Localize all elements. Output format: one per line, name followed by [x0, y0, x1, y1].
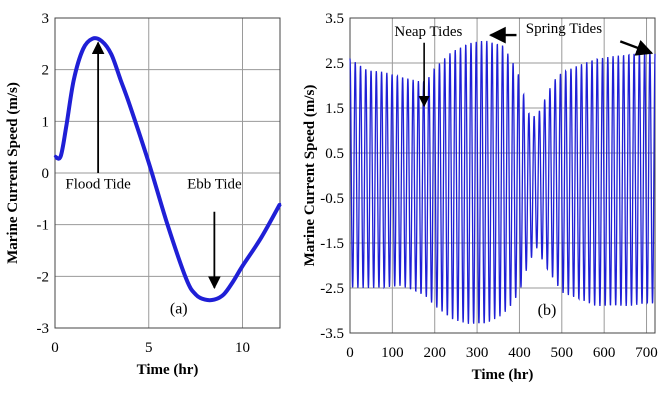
y-tick-label: 2	[42, 63, 50, 79]
x-tick-label: 0	[346, 345, 354, 361]
x-tick-label: 0	[51, 340, 59, 356]
data-point	[222, 293, 225, 296]
data-point	[91, 37, 94, 40]
x-tick-label: 600	[593, 345, 616, 361]
data-point	[72, 78, 75, 82]
y-tick-label: 2.5	[325, 56, 344, 72]
current-speed-line	[54, 36, 282, 303]
flood-tide-annotation: Flood Tide	[65, 177, 131, 193]
chart-panel-a: -3 -2 -1 0 1 2 3 0 5 10 Time (hr) Marine Current Sp…	[5, 11, 282, 378]
plot-area-frame	[54, 17, 281, 329]
spring-tides-annotation: Spring Tides	[526, 21, 602, 37]
y-axis-label: Marine Current Speed (m/s)	[302, 85, 318, 267]
y-tick-label: 3.5	[325, 11, 344, 27]
y-tick-label: -2	[37, 269, 50, 285]
x-axis-label: Time (hr)	[137, 362, 199, 378]
y-tick-label: 3	[42, 11, 50, 27]
data-point	[194, 293, 197, 296]
data-point	[241, 264, 244, 268]
data-point	[213, 298, 216, 301]
x-tick-label: 200	[423, 345, 446, 361]
y-tick-label: 1.5	[325, 101, 344, 117]
x-axis-label: Time (hr)	[472, 367, 534, 383]
panel-label-a: (a)	[170, 301, 188, 318]
data-point	[231, 280, 235, 283]
x-tick-label: 500	[551, 345, 574, 361]
data-point	[119, 78, 122, 82]
ebb-tide-annotation: Ebb Tide	[187, 177, 242, 193]
y-tick-label: -3.5	[320, 326, 344, 342]
x-tick-label: 700	[635, 345, 658, 361]
panel-label-b: (b)	[538, 302, 557, 319]
current-speed-line	[349, 40, 656, 324]
spring-tides-arrow-right	[619, 39, 654, 56]
data-point	[65, 125, 68, 128]
y-tick-label: -2.5	[320, 281, 344, 297]
y-tick-label: 1	[42, 114, 50, 130]
data-point	[147, 161, 150, 164]
y-axis-label: Marine Current Speed (m/s)	[5, 82, 21, 264]
chart-panel-b: -3.5 -2.5 -1.5 -0.5 0.5 1.5 2.5 3.5 0 100 200 300 40…	[302, 11, 658, 383]
x-tick-label: 100	[381, 345, 404, 361]
y-tick-label: 0.5	[325, 146, 344, 162]
x-tick-label: 5	[145, 340, 153, 356]
data-point	[278, 202, 282, 206]
data-point	[100, 40, 104, 43]
data-point	[185, 277, 188, 281]
x-tick-label: 300	[466, 345, 489, 361]
x-tick-label: 400	[508, 345, 531, 361]
y-tick-label: -0.5	[320, 191, 344, 207]
data-point	[53, 155, 57, 158]
data-point	[128, 104, 132, 108]
x-tick-label: 10	[235, 340, 250, 356]
data-point	[260, 236, 263, 239]
data-point	[166, 223, 169, 226]
neap-tides-annotation: Neap Tides	[394, 24, 462, 40]
y-tick-label: -3	[37, 321, 50, 337]
data-point	[59, 155, 62, 158]
y-tick-label: 0	[42, 166, 50, 182]
data-point	[203, 298, 207, 301]
y-tick-label: -1	[37, 218, 50, 234]
plot-area-frame	[349, 17, 656, 334]
data-point	[110, 52, 113, 56]
y-tick-label: -1.5	[320, 236, 344, 252]
data-point	[81, 47, 85, 51]
